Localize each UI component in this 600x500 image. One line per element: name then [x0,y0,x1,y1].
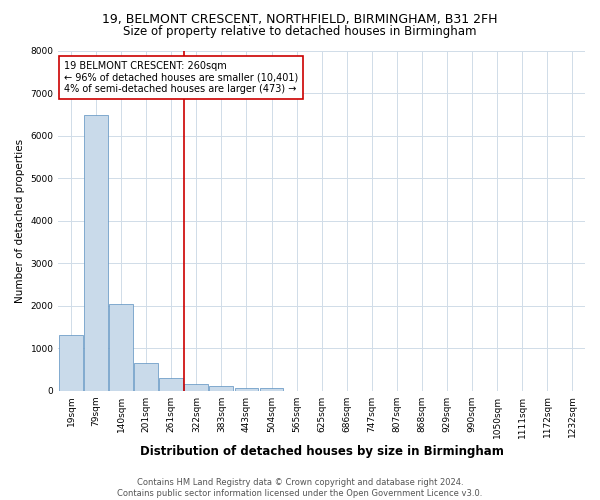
X-axis label: Distribution of detached houses by size in Birmingham: Distribution of detached houses by size … [140,444,503,458]
Y-axis label: Number of detached properties: Number of detached properties [15,138,25,303]
Bar [134,363,158,390]
Bar [209,386,233,390]
Bar [59,336,83,390]
Bar [184,384,208,390]
Bar [235,388,259,390]
Text: 19 BELMONT CRESCENT: 260sqm
← 96% of detached houses are smaller (10,401)
4% of : 19 BELMONT CRESCENT: 260sqm ← 96% of det… [64,61,298,94]
Bar [260,388,283,390]
Text: Size of property relative to detached houses in Birmingham: Size of property relative to detached ho… [123,25,477,38]
Bar [160,378,183,390]
Bar [109,304,133,390]
Bar [84,114,108,390]
Text: 19, BELMONT CRESCENT, NORTHFIELD, BIRMINGHAM, B31 2FH: 19, BELMONT CRESCENT, NORTHFIELD, BIRMIN… [102,12,498,26]
Text: Contains HM Land Registry data © Crown copyright and database right 2024.
Contai: Contains HM Land Registry data © Crown c… [118,478,482,498]
